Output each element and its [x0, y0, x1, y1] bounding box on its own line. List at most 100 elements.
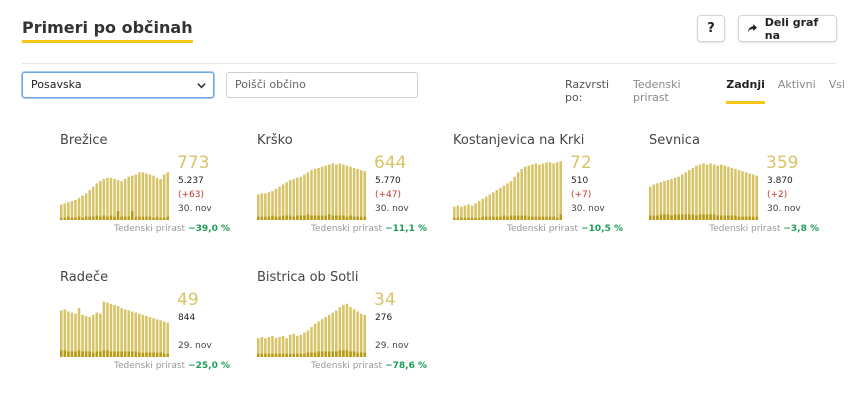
chart-bar	[91, 314, 95, 357]
chart-bar	[271, 191, 274, 220]
sort-option-active[interactable]: Aktivni	[777, 78, 816, 91]
chart-bar-deaths	[77, 350, 81, 357]
chart-bar	[70, 201, 74, 220]
chart-bar-deaths	[684, 214, 688, 220]
chart-bar-deaths	[81, 351, 84, 357]
weekly-growth-label: Tedenski prirast	[311, 224, 383, 234]
chart-bar	[159, 178, 162, 220]
chart-bar-deaths	[292, 353, 296, 357]
chart-bar	[123, 309, 127, 357]
chart-bar-deaths	[335, 215, 338, 220]
chart-bar	[688, 170, 691, 220]
chart-bar	[267, 337, 271, 357]
chart-bar-deaths	[509, 215, 513, 220]
chart-bar-deaths	[727, 215, 730, 220]
municipality-card[interactable]: Kostanjevica na Krki 72 510 (+7) 30. nov Tede…	[453, 133, 623, 245]
chart-bar-deaths	[456, 217, 460, 220]
chart-bar-deaths	[342, 215, 345, 220]
chart-bar	[677, 176, 680, 220]
chart-bar	[109, 177, 113, 220]
chart-bar-deaths	[652, 215, 656, 220]
chart-bar-deaths	[303, 215, 306, 220]
chart-bar	[467, 204, 470, 220]
chart-bar-deaths	[677, 214, 680, 220]
weekly-growth: Tedenski prirast −3,8 %	[709, 224, 819, 234]
chart-bar	[495, 190, 499, 220]
chart-bar-deaths	[91, 216, 95, 220]
chart-bar	[513, 176, 516, 220]
chart-bar	[306, 330, 310, 357]
daily-delta: (+63)	[178, 190, 205, 200]
date-label: 30. nov	[571, 204, 605, 214]
chart-bar-deaths	[453, 217, 456, 220]
chart-bar-deaths	[260, 353, 264, 357]
chart-bar-deaths	[285, 353, 288, 357]
sort-option-all[interactable]: Vsi	[828, 78, 845, 91]
chart-bar	[296, 177, 299, 220]
chart-bar	[152, 175, 155, 220]
chart-bar-deaths	[257, 216, 260, 220]
chart-bar-deaths	[695, 215, 698, 220]
chart-bar	[310, 327, 313, 357]
chart-bar-deaths	[285, 215, 288, 220]
chart-bar-deaths	[716, 215, 719, 220]
chart-bar	[113, 178, 116, 220]
chart-bar	[352, 167, 356, 220]
chart-bar-deaths	[299, 215, 303, 220]
chart-bar	[166, 322, 169, 357]
chart-bar	[145, 173, 148, 220]
weekly-growth: Tedenski prirast −78,6 %	[311, 361, 427, 371]
chart-bar	[264, 338, 267, 357]
chart-bar-deaths	[152, 352, 155, 357]
header-divider	[22, 63, 836, 64]
chart-bar	[84, 315, 88, 357]
sort-label: Razvrsti po:	[565, 78, 610, 104]
chart-bar-deaths	[324, 215, 327, 220]
help-button[interactable]: ?	[697, 15, 725, 42]
chart-bar-deaths	[744, 216, 748, 220]
sort-option-weekly-growth[interactable]: Tedenski prirast	[633, 78, 681, 104]
chart-bar	[116, 305, 120, 357]
region-select[interactable]: Posavska	[22, 72, 214, 98]
chart-bar-deaths	[134, 351, 138, 357]
chart-bar	[292, 333, 296, 357]
chart-bar	[356, 168, 359, 220]
chart-bar	[349, 166, 352, 220]
chart-bar	[541, 163, 545, 220]
chart-bar-deaths	[474, 217, 477, 220]
chart-bar-deaths	[60, 350, 63, 357]
chart-bar	[166, 172, 169, 220]
chart-bar-deaths	[342, 350, 345, 357]
municipality-search-input[interactable]: Poišči občino	[226, 72, 418, 98]
chart-bar	[666, 180, 670, 220]
chart-bar-deaths	[352, 351, 356, 357]
chart-bar	[342, 164, 345, 220]
municipality-card[interactable]: Radeče 49 844 29. nov Tedenski prirast −25,0 …	[60, 270, 230, 382]
sort-option-latest[interactable]: Zadnji	[726, 78, 765, 104]
chart-bar-deaths	[106, 216, 109, 220]
chart-bar-deaths	[513, 215, 516, 220]
region-select-value: Posavska	[31, 78, 82, 91]
chart-bar-deaths	[274, 353, 278, 357]
daily-delta: (+7)	[571, 190, 592, 200]
weekly-growth-value: −39,0 %	[188, 224, 230, 234]
municipality-card[interactable]: Krško 644 5.770 (+47) 30. nov Tedenski priras…	[257, 133, 427, 245]
chart-bar	[299, 334, 303, 357]
municipality-card[interactable]: Brežice 773 5.237 (+63) 30. nov Tedenski prir…	[60, 133, 230, 245]
chart-bar	[120, 308, 123, 357]
share-button[interactable]: Deli graf na	[738, 15, 837, 42]
total-value: 5.237	[178, 176, 204, 186]
latest-value: 773	[177, 153, 210, 173]
chart-bar-deaths	[74, 217, 77, 220]
municipality-card[interactable]: Bistrica ob Sotli 34 276 29. nov Tedenski pr…	[257, 270, 427, 382]
chart-bar	[338, 163, 342, 220]
municipality-card[interactable]: Sevnica 359 3.870 (+2) 30. nov Tedenski prira…	[649, 133, 819, 245]
chart-bar-deaths	[288, 353, 292, 357]
chart-bar	[484, 196, 488, 220]
chart-bar-deaths	[702, 214, 705, 220]
municipality-name: Brežice	[60, 133, 108, 148]
chart-bar-deaths	[709, 214, 712, 220]
chart-bar	[162, 321, 166, 357]
chart-bar-deaths	[331, 215, 335, 220]
